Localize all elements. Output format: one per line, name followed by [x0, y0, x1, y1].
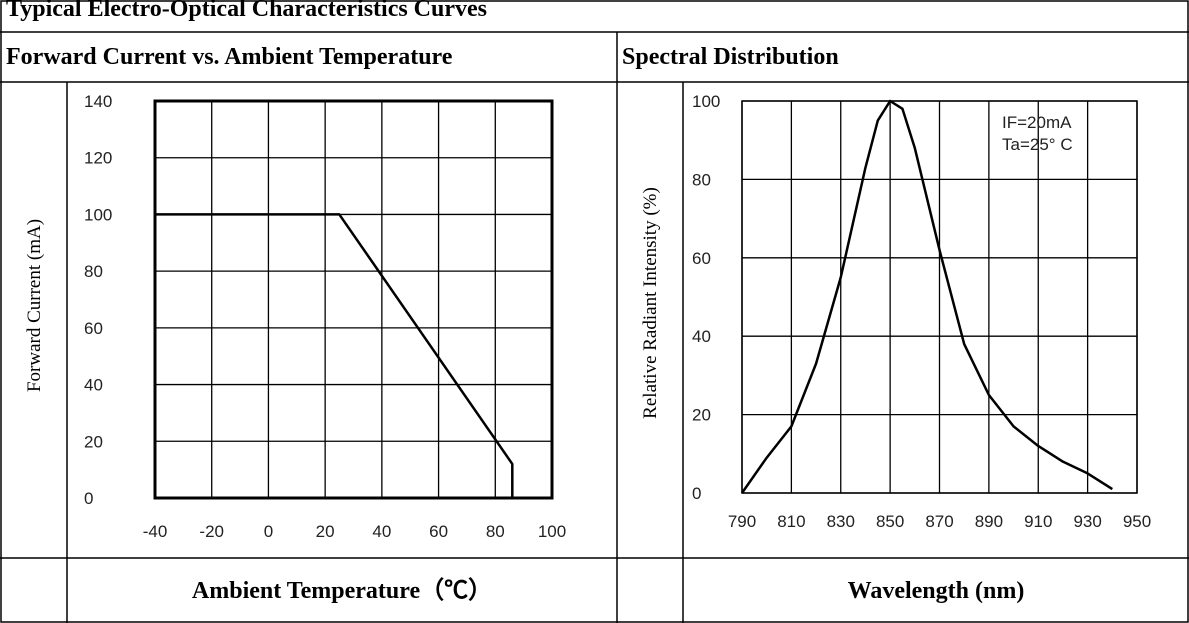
y-tick-label: 20 — [84, 432, 103, 451]
x-tick-label: 950 — [1123, 512, 1151, 531]
annotation: Ta=25° C — [1002, 135, 1073, 154]
plot-border — [153, 99, 554, 500]
y-tick-label: 60 — [84, 319, 103, 338]
x-axis-label: Wavelength (nm) — [848, 578, 1025, 604]
x-tick-label: -20 — [199, 522, 224, 541]
y-tick-label: 100 — [692, 92, 720, 111]
page-title: Typical Electro-Optical Characteristics … — [6, 0, 487, 22]
x-tick-label: 40 — [372, 522, 391, 541]
y-axis-label: Forward Current (mA) — [24, 219, 45, 392]
x-tick-label: 830 — [827, 512, 855, 531]
y-tick-label: 20 — [692, 406, 711, 425]
x-tick-label: 810 — [777, 512, 805, 531]
data-line — [155, 213, 514, 498]
chart-title: Spectral Distribution — [622, 44, 839, 70]
x-tick-label: 100 — [538, 522, 566, 541]
y-tick-label: 80 — [84, 262, 103, 281]
y-axis-label: Relative Radiant Intensity (%) — [640, 187, 661, 419]
x-tick-label: 790 — [728, 512, 756, 531]
x-tick-label: 930 — [1073, 512, 1101, 531]
y-tick-label: 40 — [84, 376, 103, 395]
y-tick-label: 0 — [84, 489, 93, 508]
y-tick-label: 120 — [84, 149, 112, 168]
y-tick-label: 0 — [692, 484, 701, 503]
data-line — [740, 99, 1113, 494]
x-tick-label: 60 — [429, 522, 448, 541]
x-tick-label: 20 — [316, 522, 335, 541]
plot-border — [741, 100, 1138, 494]
y-tick-label: 100 — [84, 205, 112, 224]
x-tick-label: 910 — [1024, 512, 1052, 531]
x-tick-label: 0 — [264, 522, 273, 541]
annotation: IF=20mA — [1002, 113, 1072, 132]
x-axis-label: Ambient Temperature（℃） — [192, 577, 492, 604]
y-tick-label: 60 — [692, 249, 711, 268]
y-tick-label: 40 — [692, 327, 711, 346]
y-tick-label: 80 — [692, 170, 711, 189]
x-tick-label: 80 — [486, 522, 505, 541]
chart-title: Forward Current vs. Ambient Temperature — [6, 44, 453, 70]
y-tick-label: 140 — [84, 92, 112, 111]
x-tick-label: 870 — [925, 512, 953, 531]
x-tick-label: 890 — [975, 512, 1003, 531]
x-tick-label: 850 — [876, 512, 904, 531]
x-tick-label: -40 — [143, 522, 168, 541]
